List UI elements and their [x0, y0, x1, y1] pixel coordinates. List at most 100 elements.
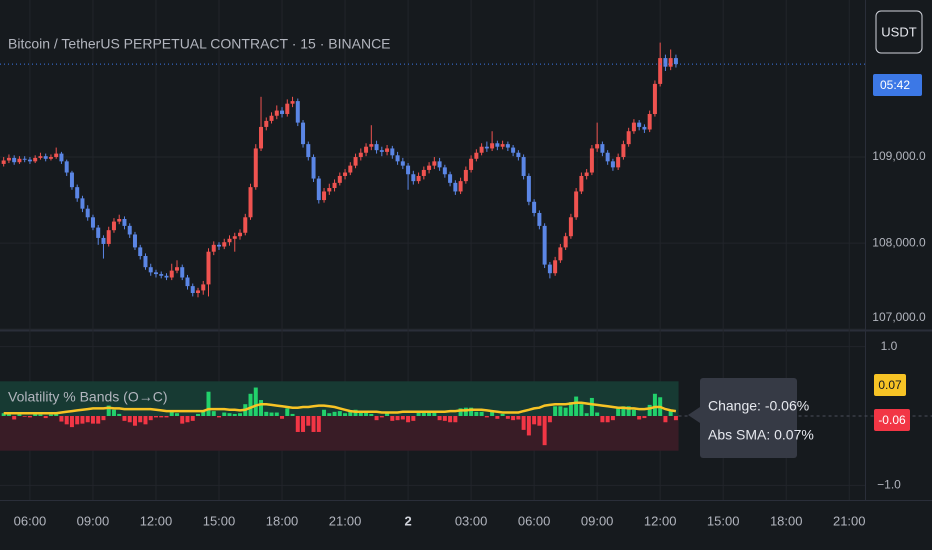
histogram-bar	[364, 411, 369, 416]
candle-body	[463, 169, 468, 182]
histogram-bar	[322, 409, 327, 416]
histogram-bar	[553, 406, 558, 416]
histogram-bar	[232, 413, 237, 416]
countdown-box	[873, 74, 922, 96]
histogram-bar	[500, 413, 505, 416]
histogram-bar	[101, 416, 106, 421]
histogram-bar	[668, 409, 673, 416]
y-tick-label: 1.0	[881, 339, 898, 353]
candle-body	[101, 237, 106, 244]
histogram-bar	[180, 416, 185, 424]
histogram-bar	[327, 413, 332, 416]
candle-body	[400, 161, 405, 166]
candle-body	[127, 225, 132, 235]
histogram-bar	[185, 416, 190, 423]
candle-body	[621, 144, 626, 158]
candle-body	[558, 247, 563, 261]
candle-body	[269, 115, 274, 121]
histogram-bar	[337, 411, 342, 416]
candle-body	[511, 147, 516, 153]
tooltip-pointer	[688, 407, 700, 423]
candle-body	[568, 217, 573, 237]
candle-body	[505, 144, 510, 148]
x-tick-label: 12:00	[140, 513, 173, 528]
candle-body	[658, 58, 663, 84]
candle-body	[358, 152, 363, 158]
histogram-bar	[248, 393, 253, 416]
y-tick-label: 108,000.0	[872, 235, 926, 249]
candle-body	[143, 255, 148, 268]
histogram-bar	[80, 416, 85, 424]
histogram-bar	[453, 416, 458, 423]
histogram-bar	[106, 405, 111, 416]
candle-body	[385, 148, 390, 152]
candle-body	[132, 234, 137, 248]
histogram-bar	[521, 416, 526, 430]
histogram-bar	[600, 416, 605, 423]
histogram-bar	[400, 416, 405, 420]
histogram-bar	[269, 412, 274, 416]
candle-body	[238, 232, 243, 237]
candle-body	[148, 267, 153, 273]
histogram-bar	[584, 413, 589, 416]
x-tick-label: 21:00	[833, 513, 866, 528]
histogram-bar	[43, 416, 48, 419]
histogram-bar	[379, 416, 384, 418]
histogram-bar	[595, 412, 600, 416]
histogram-bar	[38, 414, 43, 416]
histogram-bar	[264, 411, 269, 416]
histogram-bar	[474, 411, 479, 416]
candle-body	[253, 148, 258, 188]
candle-body	[427, 165, 432, 170]
candle-body	[343, 172, 348, 176]
x-tick-label: 03:00	[455, 513, 488, 528]
candle-body	[542, 225, 547, 265]
histogram-bar	[348, 411, 353, 416]
candle-body	[232, 236, 237, 239]
candle-body	[421, 169, 426, 176]
histogram-bar	[458, 408, 463, 416]
histogram-bar	[631, 409, 636, 416]
candle-body	[584, 172, 589, 176]
candle-body	[201, 284, 206, 291]
histogram-bar	[290, 413, 295, 416]
histogram-bar	[526, 416, 531, 436]
change-last-box	[874, 409, 910, 431]
candle-body	[448, 174, 453, 183]
currency-button[interactable]	[875, 10, 923, 54]
candle-body	[301, 122, 306, 145]
candle-body	[22, 158, 27, 160]
histogram-bar	[647, 404, 652, 416]
histogram-bar	[537, 416, 542, 426]
histogram-bar	[17, 413, 22, 416]
candle-body	[164, 275, 169, 278]
sma-last-label: 0.07	[878, 378, 902, 392]
histogram-bar	[374, 416, 379, 421]
candle-body	[337, 175, 342, 183]
histogram-bar	[574, 396, 579, 416]
histogram-bar	[295, 416, 300, 432]
candle-body	[663, 58, 668, 67]
candle-body	[153, 272, 158, 275]
indicator-title: Volatility % Bands (O→C)	[8, 389, 168, 405]
candle-body	[180, 267, 185, 278]
candle-body	[33, 157, 38, 162]
histogram-bar	[437, 416, 442, 421]
candle-body	[90, 217, 95, 228]
candle-body	[411, 174, 416, 182]
candle-body	[106, 230, 111, 244]
candle-body	[589, 148, 594, 173]
histogram-bar	[274, 412, 279, 416]
histogram-bar	[505, 416, 510, 419]
histogram-bar	[301, 416, 306, 432]
candle-body	[484, 146, 489, 149]
histogram-bar	[164, 416, 169, 418]
histogram-bar	[395, 416, 400, 421]
currency-button-label[interactable]: USDT	[881, 24, 916, 39]
y-tick-label: 107,000.0	[872, 310, 926, 324]
candle-body	[610, 161, 615, 168]
candle-body	[652, 83, 657, 115]
histogram-bar	[637, 416, 642, 420]
histogram-bar	[59, 416, 64, 422]
histogram-bar	[54, 413, 59, 416]
